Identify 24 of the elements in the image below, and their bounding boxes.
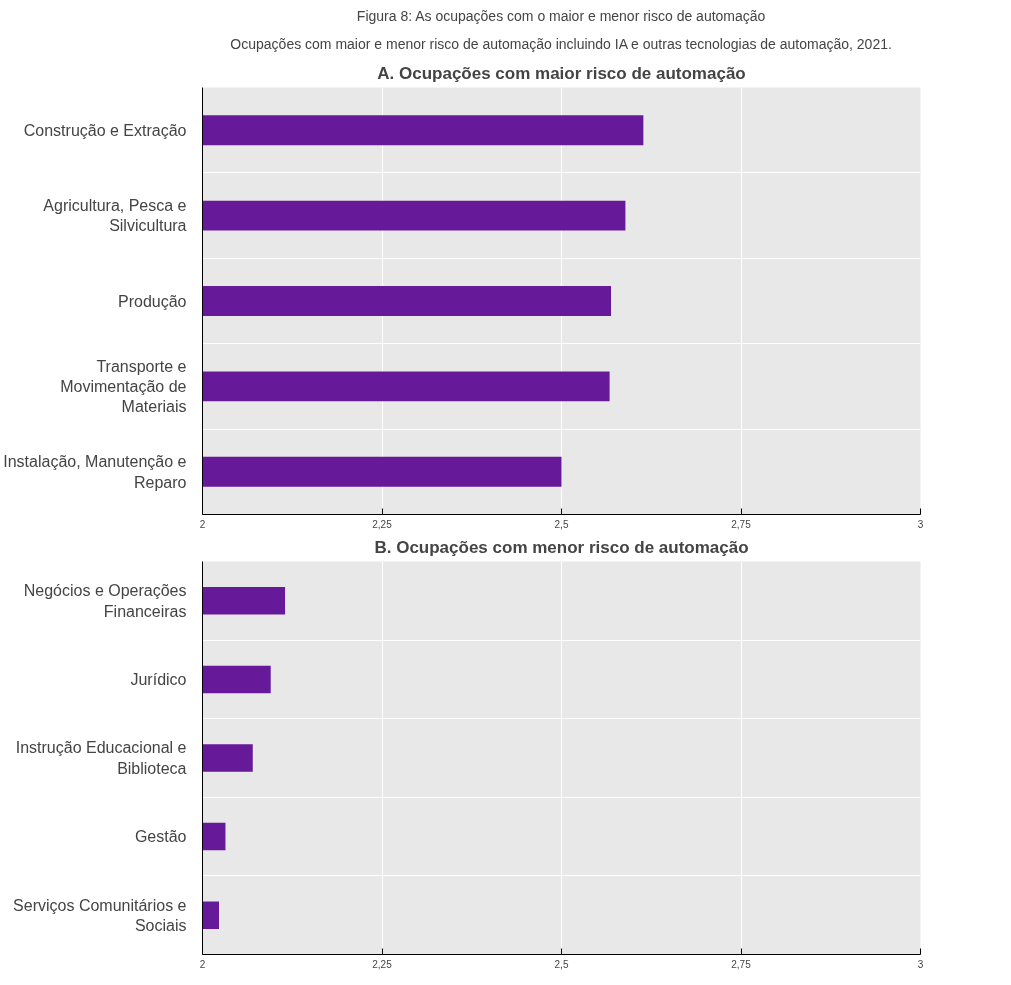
y-tick-label: Jurídico: [130, 670, 187, 688]
x-tick-label: 2,75: [731, 958, 752, 970]
y-tick-label: Instrução Educacional e Biblioteca: [15, 739, 187, 777]
x-tick-label: 2,5: [554, 518, 569, 530]
chart-title: B. Ocupações com menor risco de automação: [374, 537, 749, 557]
y-tick-label: Gestão: [134, 828, 187, 846]
x-tick-label: 2,25: [372, 518, 393, 530]
x-tick-label: 2: [199, 518, 206, 530]
text: Ocupações com maior e menor risco de automação incluindo IA e outras tecnologias de automação, 2021.: [230, 35, 892, 52]
y-tick-label: Transporte e Movimentação de Materiais: [60, 357, 187, 416]
y-tick-label: Serviços Comunitários e Sociais: [13, 896, 187, 934]
y-tick-label: Negócios e Operações Financeiras: [23, 582, 187, 620]
y-tick-label: Agricultura, Pesca e Silvicultura: [43, 196, 187, 235]
y-tick-label: Produção: [118, 292, 187, 310]
text: Figura 8: As ocupações com o maior e menor risco de automação: [356, 7, 766, 24]
x-tick-label: 3: [917, 958, 924, 970]
chart-title: A. Ocupações com maior risco de automação: [377, 63, 746, 83]
x-tick-label: 2: [199, 958, 206, 970]
x-tick-label: 2,75: [731, 518, 752, 530]
y-tick-label: Construção e Extração: [23, 121, 187, 139]
x-tick-label: 3: [917, 518, 924, 530]
x-tick-label: 2,5: [554, 958, 569, 970]
y-tick-label: Instalação, Manutenção e Reparo: [3, 453, 187, 491]
x-tick-label: 2,25: [372, 958, 393, 970]
